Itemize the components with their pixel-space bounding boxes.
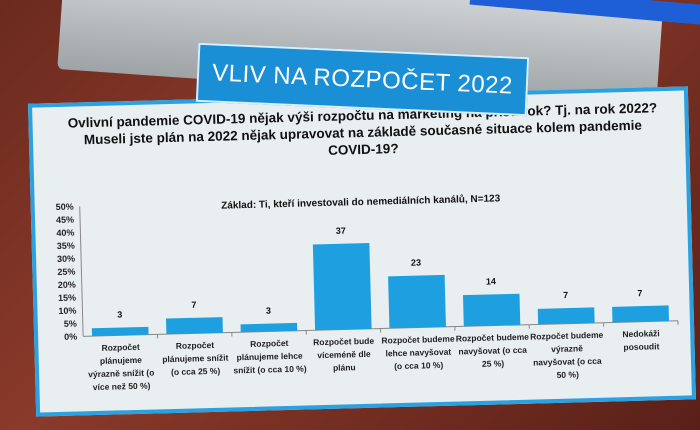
x-tick-label: Rozpočet budeme výrazně navyšovat (o cca… (530, 330, 603, 380)
y-tick-label: 30% (57, 254, 75, 264)
x-tick-label: Rozpočet plánujeme lehce snížit (o cca 1… (233, 338, 306, 375)
bar (537, 307, 595, 325)
bar (240, 322, 298, 333)
x-tick-label: Nedokáži posoudit (622, 328, 660, 352)
y-tick-label: 15% (58, 293, 76, 303)
bar (462, 293, 521, 327)
x-tick-label: Rozpočet plánujeme výrazně snížit (o víc… (88, 342, 154, 392)
bar (312, 243, 372, 331)
x-tick-label: Rozpočet budeme navyšovat (o cca 25 %) (456, 332, 529, 369)
data-label: 3 (117, 309, 122, 319)
data-label: 7 (563, 290, 568, 300)
bar (165, 317, 223, 335)
data-label: 3 (266, 306, 271, 316)
data-label: 37 (336, 226, 346, 236)
y-tick-label: 10% (58, 305, 76, 315)
bar (91, 326, 149, 337)
x-tick-label: Rozpočet budeme lehce navyšovat (o cca 1… (381, 334, 454, 372)
bar-chart: 0% 5% 10% 15% 20% 25% 30% 35% 40% 45% 50% 3 Rozpočet… (56, 202, 679, 392)
x-tick-label: Rozpočet plánujeme snížit (o cca 25 %) (162, 340, 228, 377)
y-tick-label: 25% (57, 267, 75, 277)
data-label: 23 (411, 257, 421, 267)
y-tick-label: 50% (56, 202, 74, 212)
slide: Ovlivní pandemie COVID-19 nějak výši roz… (28, 86, 696, 417)
y-tick-label: 35% (57, 241, 75, 251)
x-tick-label: Rozpočet bude víceméně dle plánu (313, 336, 374, 373)
y-axis (79, 206, 84, 337)
data-label: 7 (637, 288, 642, 298)
bar (612, 305, 669, 323)
y-tick-label: 0% (64, 331, 77, 341)
y-tick-label: 5% (64, 318, 77, 328)
bar (388, 274, 446, 329)
y-tick-label: 45% (56, 215, 74, 225)
data-label: 14 (486, 276, 496, 286)
y-tick-label: 20% (58, 280, 76, 290)
y-tick-label: 40% (56, 228, 74, 238)
data-label: 7 (191, 300, 196, 310)
